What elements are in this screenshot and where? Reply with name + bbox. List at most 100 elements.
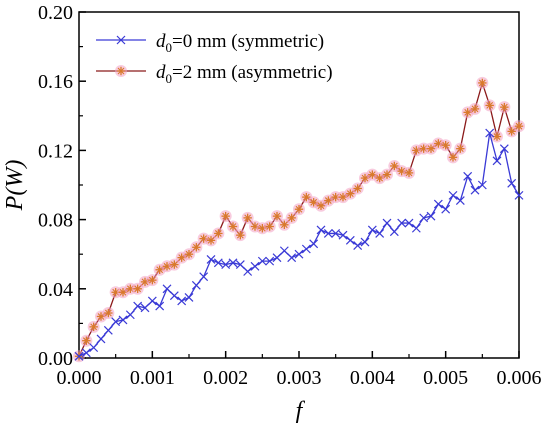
series-1-point [448, 190, 458, 200]
series-1-point [191, 280, 201, 290]
series-1-point [485, 128, 495, 138]
legend-marker-series-2 [115, 65, 127, 77]
series-2-point [469, 102, 481, 115]
series-1-point [477, 180, 487, 190]
series-2-point [483, 99, 496, 112]
x-tick-label: 0.001 [130, 367, 175, 389]
series-1-point [411, 223, 421, 233]
series-1-point [147, 296, 157, 306]
series-1-point [514, 190, 524, 200]
series-1-point [404, 218, 414, 228]
series-2-point [293, 203, 305, 216]
y-tick-label: 0.08 [38, 210, 73, 232]
series-2-point [285, 211, 298, 224]
series-2 [73, 76, 525, 363]
series-1-point [103, 325, 113, 335]
series-1-point [140, 303, 150, 313]
series-1-point [250, 261, 260, 271]
series-2-point [513, 120, 525, 133]
series-2-point [454, 142, 467, 155]
series-1-point [228, 258, 238, 268]
series-1-point [125, 310, 135, 320]
series-1-point [272, 253, 282, 263]
legend-label-series-2-sub: 0 [166, 71, 173, 86]
series-1-point [257, 256, 267, 266]
series-1-point [492, 156, 502, 166]
series-2-point [241, 211, 254, 224]
x-tick-label: 0.006 [497, 367, 542, 389]
series-1-point [433, 199, 443, 209]
series-2-point [439, 139, 452, 152]
legend-marker-series-1-shape [116, 35, 126, 45]
series-1-point [287, 253, 297, 263]
series-2-point [351, 182, 364, 195]
series-1-point [118, 315, 128, 325]
x-tick-label: 0.003 [277, 367, 322, 389]
series-1-point [441, 204, 451, 214]
series-1-point [199, 272, 209, 282]
x-tick-label: 0.005 [423, 367, 468, 389]
legend-label-series-2-rest: =2 mm (asymmetric) [172, 62, 333, 83]
series-1-point [235, 260, 245, 270]
series-2-point [491, 130, 503, 143]
series-1-point [155, 301, 165, 311]
series-1-point [162, 284, 172, 294]
series-1-point [265, 256, 275, 266]
series-1-point [316, 225, 326, 235]
legend: d0=0 mm (symmetric) d0=2 mm (asymmetric) [96, 31, 333, 86]
legend-marker-series-1 [116, 35, 126, 45]
series-1-point [213, 258, 223, 268]
series-1-point [133, 301, 143, 311]
y-tick-label: 0.04 [38, 279, 73, 301]
series-layer [73, 76, 525, 363]
series-1-point [360, 237, 370, 247]
legend-marker-series-2-shape [115, 65, 127, 77]
series-1-point [301, 244, 311, 254]
series-1-point [206, 254, 216, 264]
series-1-point [345, 235, 355, 245]
legend-entry-series-2: d0=2 mm (asymmetric) [96, 62, 333, 86]
series-2-point [219, 210, 232, 223]
series-2-point [153, 263, 166, 276]
series-1-point [81, 348, 91, 358]
axes: 0.000 0.001 0.002 0.003 0.004 0.005 0.0060.000… [38, 2, 542, 389]
series-1-point [455, 196, 465, 205]
x-tick-label: 0.004 [350, 367, 395, 389]
series-2-point [102, 307, 115, 320]
series-1-point [89, 343, 99, 353]
series-2-point [80, 334, 93, 347]
y-tick-label: 0.12 [38, 140, 73, 162]
series-1-point [382, 218, 392, 228]
x-tick-label: 0.002 [203, 367, 248, 389]
series-1-point [353, 241, 363, 250]
series-2-point [87, 320, 100, 333]
series-1-point [367, 225, 377, 235]
legend-label-series-1-rest: =0 mm (symmetric) [172, 31, 324, 52]
series-1-point [279, 246, 289, 256]
series-2-point [447, 151, 459, 164]
series-1-point [389, 227, 399, 237]
x-axis-title: f [296, 398, 306, 424]
series-2-point [271, 210, 283, 223]
series-2-point [234, 229, 247, 242]
series-1-point [111, 317, 121, 327]
series-2-point [183, 248, 195, 261]
y-tick-label: 0.00 [38, 348, 73, 370]
y-tick-label: 0.20 [38, 2, 73, 24]
series-1-line [78, 132, 520, 357]
series-2-point [190, 241, 203, 254]
x-tick-label: 0.000 [57, 367, 102, 389]
series-1-point [294, 249, 304, 259]
series-1-point [419, 213, 429, 223]
series-1-point [96, 334, 106, 344]
series-1 [74, 128, 524, 361]
series-2-point [263, 220, 276, 233]
series-1-point [177, 296, 187, 306]
series-1-point [375, 229, 385, 238]
series-2-point [403, 166, 415, 179]
series-1-point [463, 171, 473, 181]
legend-label-series-2: d0=2 mm (asymmetric) [156, 62, 333, 86]
series-2-point [168, 258, 181, 271]
series-1-point [426, 211, 436, 221]
